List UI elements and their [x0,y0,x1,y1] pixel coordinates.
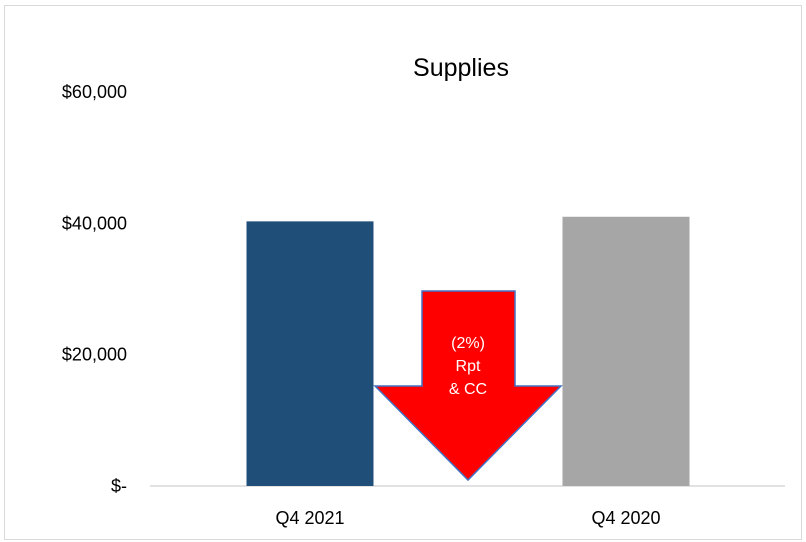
y-tick-label: $- [111,476,127,496]
chart-title: Supplies [413,54,509,82]
annotation-line-3: & CC [449,381,487,398]
x-category-label: Q4 2021 [275,508,344,528]
annotation-line-1: (2%) [451,335,485,352]
y-tick-label: $60,000 [62,82,127,102]
down-arrow-icon [373,290,563,482]
decline-annotation: (2%) Rpt & CC [373,290,563,482]
y-tick-label: $20,000 [62,345,127,365]
y-tick-label: $40,000 [62,213,127,233]
x-category-label: Q4 2020 [591,508,660,528]
y-axis-ticks: $- $20,000 $40,000 $60,000 [62,82,127,496]
category-labels: Q4 2021 Q4 2020 [275,508,660,528]
bar-q4-2021 [246,221,374,486]
bar-q4-2020 [562,216,690,486]
annotation-line-2: Rpt [456,358,481,375]
bars [246,216,690,486]
